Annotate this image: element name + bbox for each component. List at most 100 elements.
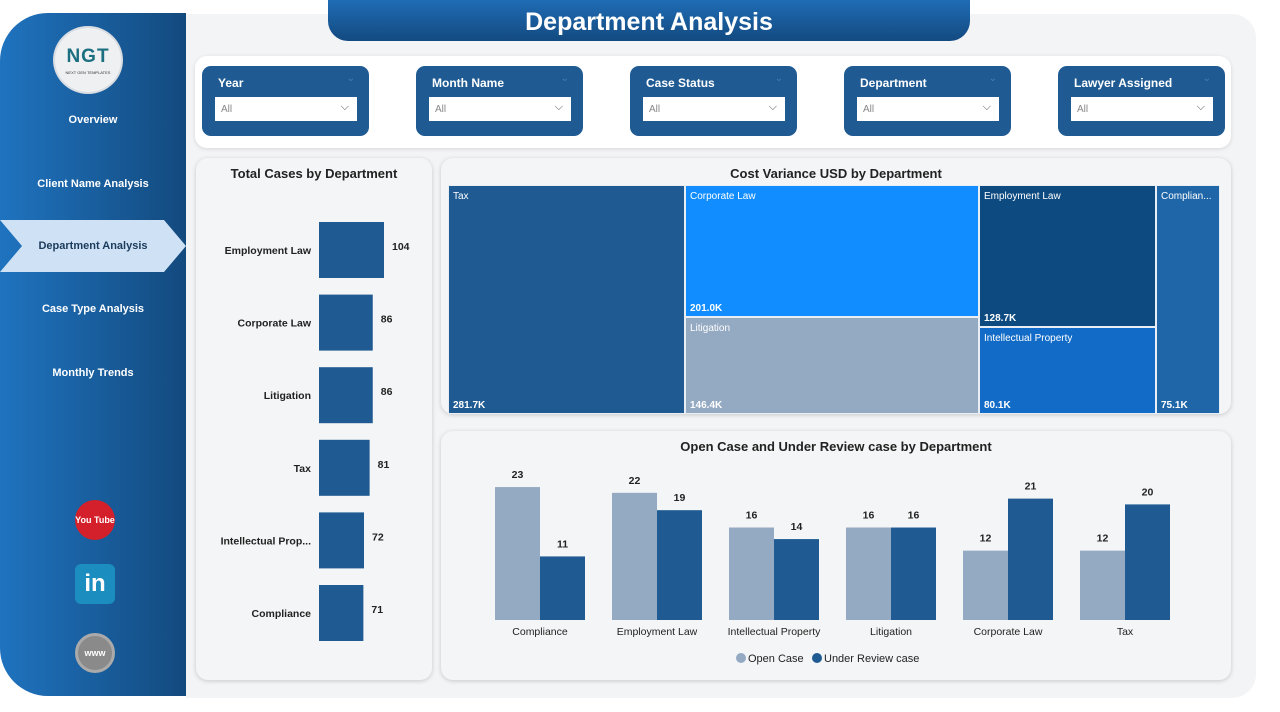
bar-under-review-case xyxy=(1008,498,1053,620)
bar xyxy=(319,585,364,641)
tile-value: 128.7K xyxy=(984,313,1017,324)
legend-marker xyxy=(812,653,822,663)
chevron-down-icon: ⌵ xyxy=(340,101,349,113)
chevron-down-icon: ⌵ xyxy=(768,101,777,113)
treemap-tile-intellectual-property[interactable]: Intellectual Property 80.1K xyxy=(979,327,1156,414)
total-cases-card: Total Cases by Department Employment Law… xyxy=(196,158,432,680)
filter-label: Year xyxy=(218,76,244,90)
tile-label: Tax xyxy=(453,191,469,202)
filter-department: Department ⌄ All ⌵ xyxy=(844,66,1011,136)
logo-text: NGT xyxy=(66,45,110,67)
chevron-down-icon[interactable]: ⌄ xyxy=(774,73,783,84)
data-label: 23 xyxy=(512,469,524,481)
treemap-tile-litigation[interactable]: Litigation 146.4K xyxy=(685,317,979,414)
year-dropdown[interactable]: All ⌵ xyxy=(215,97,357,121)
category-label: Litigation xyxy=(264,390,311,402)
chart-title: Cost Variance USD by Department xyxy=(730,166,942,181)
bar-open-case xyxy=(612,492,657,620)
treemap-tile-compliance[interactable]: Complian... 75.1K xyxy=(1156,185,1220,414)
lawyer-dropdown[interactable]: All ⌵ xyxy=(1071,97,1213,121)
category-label: Corporate Law xyxy=(974,626,1043,638)
bar-open-case xyxy=(846,527,891,620)
chevron-down-icon: ⌵ xyxy=(1196,101,1205,113)
treemap-tile-corporate-law[interactable]: Corporate Law 201.0K xyxy=(685,185,979,317)
data-label: 16 xyxy=(746,510,758,522)
data-label: 22 xyxy=(629,475,641,487)
filter-bar: Year ⌄ All ⌵ Month Name ⌄ All ⌵ Case Status ⌄… xyxy=(195,56,1231,148)
cost-variance-card: Cost Variance USD by Department Tax 281.7… xyxy=(441,158,1231,414)
tile-label: Intellectual Property xyxy=(984,333,1073,344)
category-label: Tax xyxy=(294,463,311,475)
filter-year: Year ⌄ All ⌵ xyxy=(202,66,369,136)
nav-overview[interactable]: Overview xyxy=(68,114,118,126)
open-review-chart: 23 11 Compliance 22 19 Employment Law 16 14 Inte… xyxy=(495,469,1170,665)
data-label: 21 xyxy=(1025,481,1037,493)
dropdown-value: All xyxy=(863,104,875,115)
page-title: Department Analysis xyxy=(328,0,970,41)
dropdown-value: All xyxy=(435,104,447,115)
data-label: 81 xyxy=(378,459,390,471)
data-label: 14 xyxy=(791,521,803,533)
filter-label: Month Name xyxy=(432,76,504,90)
data-label: 12 xyxy=(980,533,992,545)
total-cases-chart: Employment Law 104 Corporate Law 86 Litigati… xyxy=(221,222,410,641)
case-status-dropdown[interactable]: All ⌵ xyxy=(643,97,785,121)
tile-label: Litigation xyxy=(690,323,731,334)
data-label: 86 xyxy=(381,314,393,326)
chevron-down-icon: ⌵ xyxy=(982,101,991,113)
data-label: 71 xyxy=(371,604,383,616)
globe-text: www xyxy=(84,648,106,658)
bar xyxy=(319,367,373,424)
month-dropdown[interactable]: All ⌵ xyxy=(429,97,571,121)
nav-case-type-analysis[interactable]: Case Type Analysis xyxy=(41,303,145,315)
filter-lawyer-assigned: Lawyer Assigned ⌄ All ⌵ xyxy=(1058,66,1225,136)
department-dropdown[interactable]: All ⌵ xyxy=(857,97,999,121)
treemap-tile-employment-law[interactable]: Employment Law 128.7K xyxy=(979,185,1156,327)
sidebar: NGT NEXT GEN TEMPLATES Overview Client N… xyxy=(0,13,186,696)
bar-open-case xyxy=(1080,550,1125,620)
nav-monthly-trends[interactable]: Monthly Trends xyxy=(52,367,134,379)
data-label: 86 xyxy=(381,386,393,398)
category-label: Compliance xyxy=(512,626,568,638)
legend-label: Open Case xyxy=(748,653,804,665)
linkedin-icon[interactable]: in xyxy=(75,564,115,604)
tile-value: 281.7K xyxy=(453,400,486,411)
category-label: Employment Law xyxy=(617,626,698,638)
data-label: 16 xyxy=(863,510,875,522)
nav-client-name-analysis[interactable]: Client Name Analysis xyxy=(37,178,149,190)
tile-value: 146.4K xyxy=(690,400,723,411)
chevron-down-icon[interactable]: ⌄ xyxy=(988,73,997,84)
bar xyxy=(319,439,370,496)
bar-under-review-case xyxy=(774,539,819,620)
category-label: Employment Law xyxy=(225,245,312,257)
chart-title: Open Case and Under Review case by Depar… xyxy=(680,439,992,454)
tile-value: 201.0K xyxy=(690,303,723,314)
tile-label: Complian... xyxy=(1161,191,1212,202)
chevron-down-icon: ⌵ xyxy=(554,101,563,113)
open-review-card: Open Case and Under Review case by Depar… xyxy=(441,431,1231,680)
chevron-down-icon[interactable]: ⌄ xyxy=(1202,73,1211,84)
bar-open-case xyxy=(729,527,774,620)
data-label: 12 xyxy=(1097,533,1109,545)
category-label: Intellectual Prop... xyxy=(221,535,312,547)
data-label: 16 xyxy=(908,510,920,522)
chart-title: Total Cases by Department xyxy=(230,166,398,181)
bar-under-review-case xyxy=(891,527,936,620)
filter-case-status: Case Status ⌄ All ⌵ xyxy=(630,66,797,136)
bar-under-review-case xyxy=(540,556,585,620)
nav-department-analysis[interactable]: Department Analysis xyxy=(0,220,186,272)
youtube-text: You Tube xyxy=(75,514,115,525)
dropdown-value: All xyxy=(221,104,233,115)
dropdown-value: All xyxy=(1077,104,1089,115)
filter-month-name: Month Name ⌄ All ⌵ xyxy=(416,66,583,136)
treemap-tile-tax[interactable]: Tax 281.7K xyxy=(448,185,685,414)
chevron-down-icon[interactable]: ⌄ xyxy=(346,73,355,84)
legend-label: Under Review case xyxy=(824,653,919,665)
globe-icon[interactable]: www xyxy=(75,633,115,673)
data-label: 11 xyxy=(557,538,568,550)
youtube-icon[interactable]: You Tube xyxy=(75,500,115,540)
filter-label: Case Status xyxy=(646,76,715,90)
chevron-down-icon[interactable]: ⌄ xyxy=(560,73,569,84)
bar-under-review-case xyxy=(1125,504,1170,620)
tile-value: 75.1K xyxy=(1161,400,1188,411)
